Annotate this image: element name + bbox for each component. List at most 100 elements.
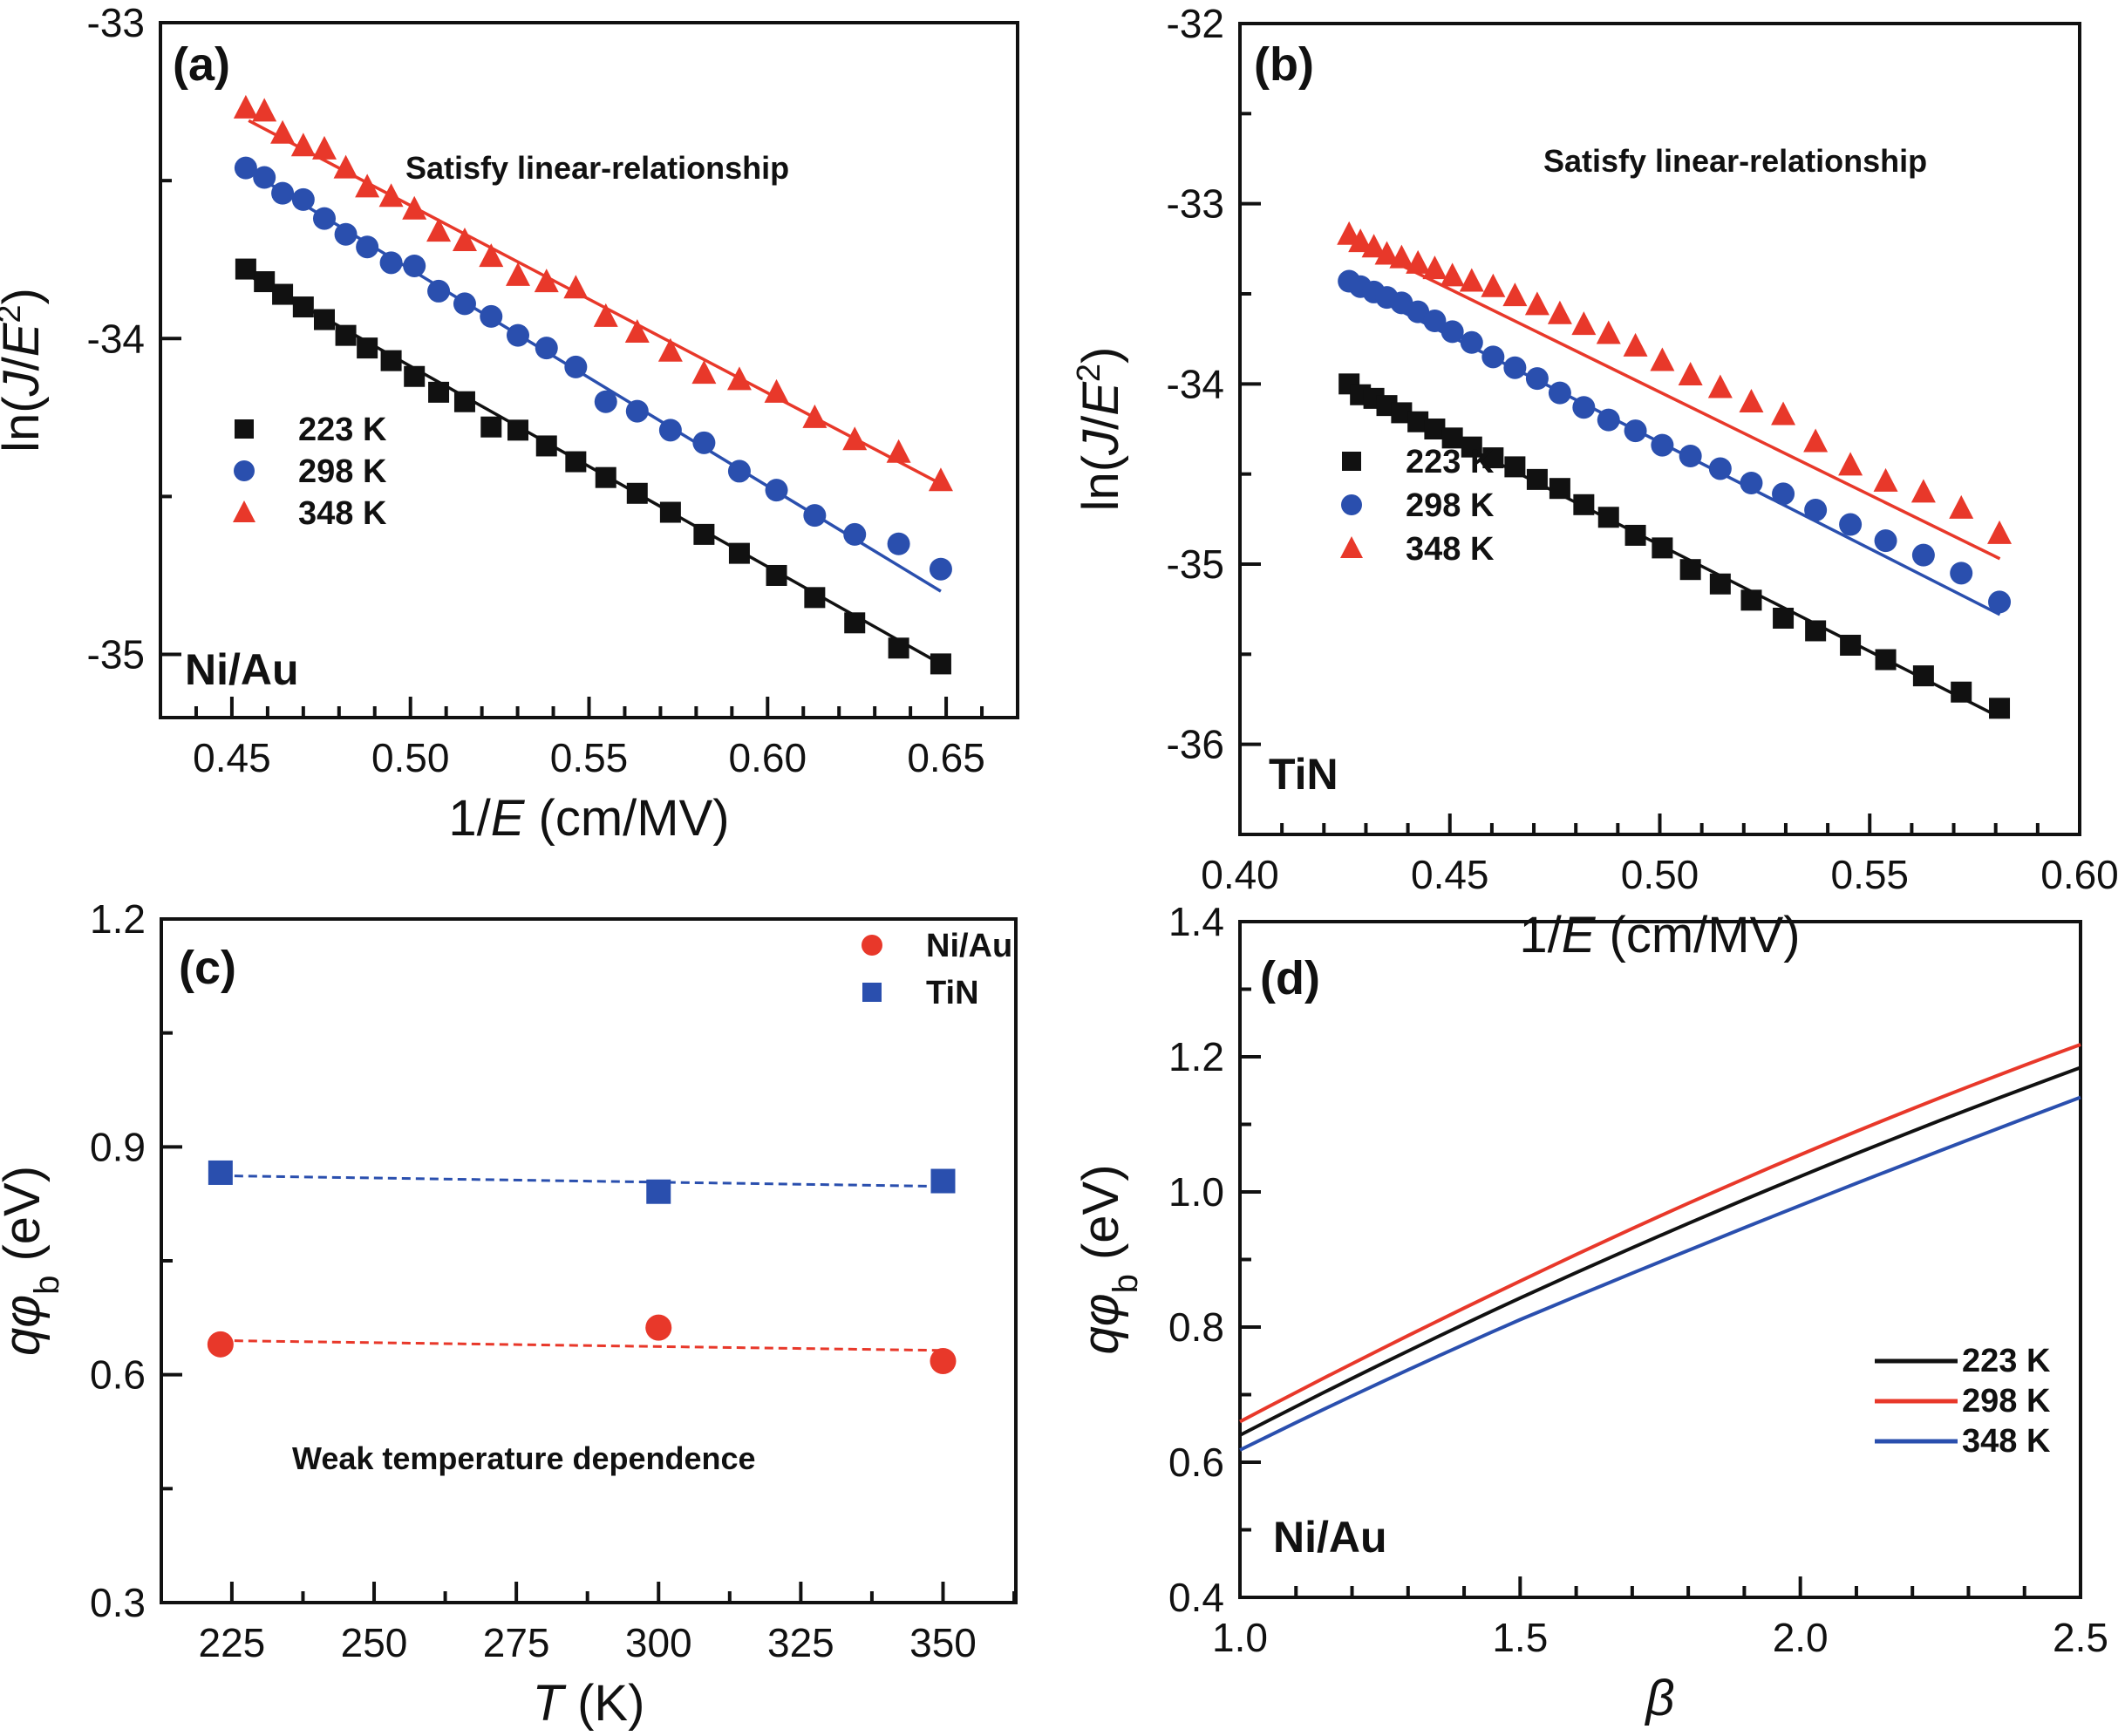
data-point (646, 1179, 671, 1204)
legend-marker (1340, 536, 1363, 558)
data-point (1951, 681, 1972, 703)
series-223-k (1239, 1065, 2081, 1437)
data-point (1679, 445, 1702, 467)
y-tick-label: -34 (1167, 361, 1224, 406)
x-tick-label: 2.0 (1773, 1615, 1829, 1660)
x-axis-title: β (1644, 1670, 1674, 1726)
data-point (1459, 268, 1484, 292)
plot-frame (159, 21, 1019, 719)
legend: Ni/Au TiN (862, 928, 1012, 1011)
x-tick-label: 0.45 (1411, 852, 1489, 897)
y-axis-title: ln(J/E2) (0, 288, 50, 453)
data-point (844, 612, 866, 634)
y-tick-label: -32 (1167, 1, 1224, 46)
y-tick-label: 0.6 (90, 1352, 146, 1398)
data-point (1623, 332, 1648, 357)
material-label: Ni/Au (185, 645, 299, 694)
data-point (535, 435, 557, 457)
series-line (1239, 1065, 2081, 1437)
series-223-k (1338, 373, 2011, 719)
data-point (564, 355, 588, 378)
data-point (803, 504, 827, 528)
series-348-k (1337, 221, 2013, 561)
legend-marker (234, 460, 255, 481)
data-point (270, 119, 296, 144)
x-tick-label: 0.60 (2040, 852, 2119, 897)
y-axis-title-part: E (0, 322, 50, 357)
annotation: Satisfy linear-relationship (405, 150, 789, 186)
y-axis-title-part: φ (1073, 1293, 1129, 1326)
data-point (1504, 456, 1526, 478)
x-axis-title-part: T (533, 1675, 567, 1732)
data-point (843, 522, 867, 546)
data-point (379, 251, 403, 275)
data-point (1481, 345, 1505, 369)
data-point (312, 207, 336, 230)
data-point (402, 195, 427, 220)
data-point (1361, 234, 1386, 258)
material-label: TiN (1269, 750, 1338, 799)
data-point (1441, 320, 1464, 344)
legend-label: 298 K (1962, 1383, 2051, 1419)
fit-line (1348, 238, 2001, 561)
data-point (594, 390, 617, 413)
y-axis-title-part: ln( (1073, 455, 1129, 511)
x-axis-title-part: 1/ (1519, 907, 1562, 963)
legend-marker (862, 935, 882, 956)
data-point (253, 166, 276, 189)
y-tick-label: 1.2 (90, 896, 146, 942)
data-point (1547, 300, 1572, 324)
panel-a: 0.45 0.50 0.55 0.60 0.65 -35 -34 -33 1/E (cm/MV)… (0, 0, 1019, 847)
data-point (333, 154, 358, 179)
data-point (1597, 507, 1619, 528)
data-point (563, 275, 589, 299)
y-axis-title-part: 2 (0, 304, 28, 323)
y-axis-title-part: (eV) (0, 1166, 51, 1276)
fit-line-dashed (220, 1174, 943, 1188)
data-point (1874, 529, 1897, 553)
legend-label: Ni/Au (926, 928, 1012, 964)
data-point (1502, 283, 1528, 307)
panel-b: 0.40 0.45 0.50 0.55 0.60 -36 -35 -34 -33 -32 1/E (… (1071, 1, 2119, 963)
data-point (1987, 520, 2013, 544)
data-point (1374, 241, 1400, 265)
data-point (1482, 447, 1504, 469)
x-tick-label: 2.5 (2053, 1615, 2108, 1660)
data-point (357, 337, 378, 359)
data-point (1949, 494, 1974, 519)
data-point (1440, 262, 1465, 287)
legend: 223 K 298 K 348 K (233, 412, 387, 532)
data-point (1624, 524, 1646, 546)
plot-frame (1238, 920, 2082, 1599)
y-tick-label: -34 (87, 316, 145, 361)
data-point (691, 360, 717, 385)
data-point (252, 98, 277, 122)
data-point (929, 557, 952, 581)
y-axis-title-part: ln( (0, 396, 50, 452)
data-point (1572, 396, 1596, 419)
data-point (593, 303, 618, 327)
data-point (1739, 389, 1764, 412)
data-point (404, 365, 426, 387)
legend-label: 348 K (1962, 1423, 2051, 1460)
data-point (1461, 436, 1482, 458)
y-tick-label: 0.3 (90, 1580, 146, 1625)
x-tick-label: 0.50 (371, 735, 450, 780)
data-point (1772, 482, 1795, 506)
series-223-k (235, 258, 951, 675)
x-tick-label: 225 (199, 1620, 266, 1665)
y-axis-title-part: q (1073, 1326, 1129, 1354)
y-tick-label: 1.4 (1168, 899, 1224, 944)
x-tick-label: 0.55 (550, 735, 629, 780)
material-label: Ni/Au (1273, 1513, 1387, 1562)
data-point (1503, 356, 1527, 379)
data-point (1989, 698, 2011, 719)
data-point (234, 156, 257, 180)
data-point (764, 378, 789, 403)
data-point (356, 235, 379, 259)
legend: 223 K 298 K 348 K (1340, 444, 1495, 568)
data-point (802, 404, 828, 428)
data-point (1624, 419, 1647, 443)
